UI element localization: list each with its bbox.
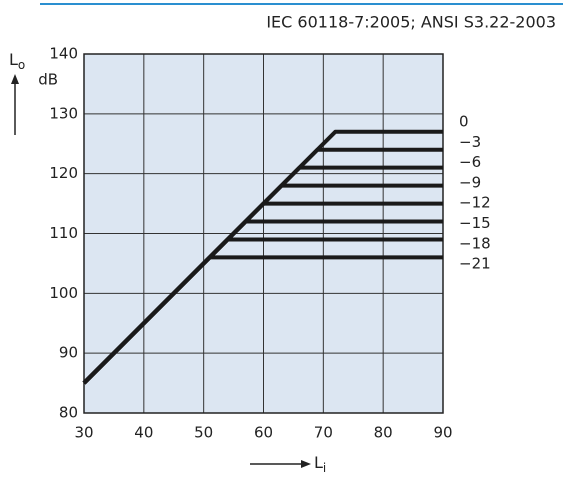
y-tick-label: 90	[59, 344, 78, 362]
y-label-main: L	[9, 50, 18, 69]
x-tick-label: 60	[254, 424, 273, 442]
legend-label: −21	[459, 255, 491, 273]
legend-label: −12	[459, 194, 491, 212]
y-tick-label: 110	[49, 224, 78, 242]
y-tick-label: 120	[49, 164, 78, 182]
y-axis-label: Lo	[9, 50, 25, 72]
x-tick-label: 90	[433, 424, 452, 442]
y-arrowhead	[11, 74, 19, 84]
y-tick-label: 130	[49, 104, 78, 122]
plot-border	[83, 53, 444, 414]
x-arrowhead	[301, 460, 311, 468]
x-axis-label: Li	[314, 453, 326, 475]
legend-label: −6	[459, 153, 481, 171]
legend-label: −18	[459, 234, 491, 252]
standard-label: IEC 60118-7:2005; ANSI S3.22-2003	[266, 13, 556, 32]
y-label-sub: o	[18, 58, 25, 72]
x-tick-label: 80	[374, 424, 393, 442]
x-tick-label: 70	[314, 424, 333, 442]
y-tick-label: 80	[59, 404, 78, 422]
legend-label: −9	[459, 173, 481, 191]
x-tick-label: 40	[134, 424, 153, 442]
y-unit: dB	[38, 71, 58, 89]
y-tick-label: 100	[49, 284, 78, 302]
x-label-sub: i	[323, 461, 326, 475]
x-tick-label: 50	[194, 424, 213, 442]
legend-label: 0	[459, 113, 469, 131]
legend-label: −15	[459, 214, 491, 232]
x-label-main: L	[314, 453, 323, 472]
y-tick-label: 140	[49, 45, 78, 63]
io-curve	[82, 255, 443, 385]
x-tick-label: 30	[74, 424, 93, 442]
legend-label: −3	[459, 133, 481, 151]
